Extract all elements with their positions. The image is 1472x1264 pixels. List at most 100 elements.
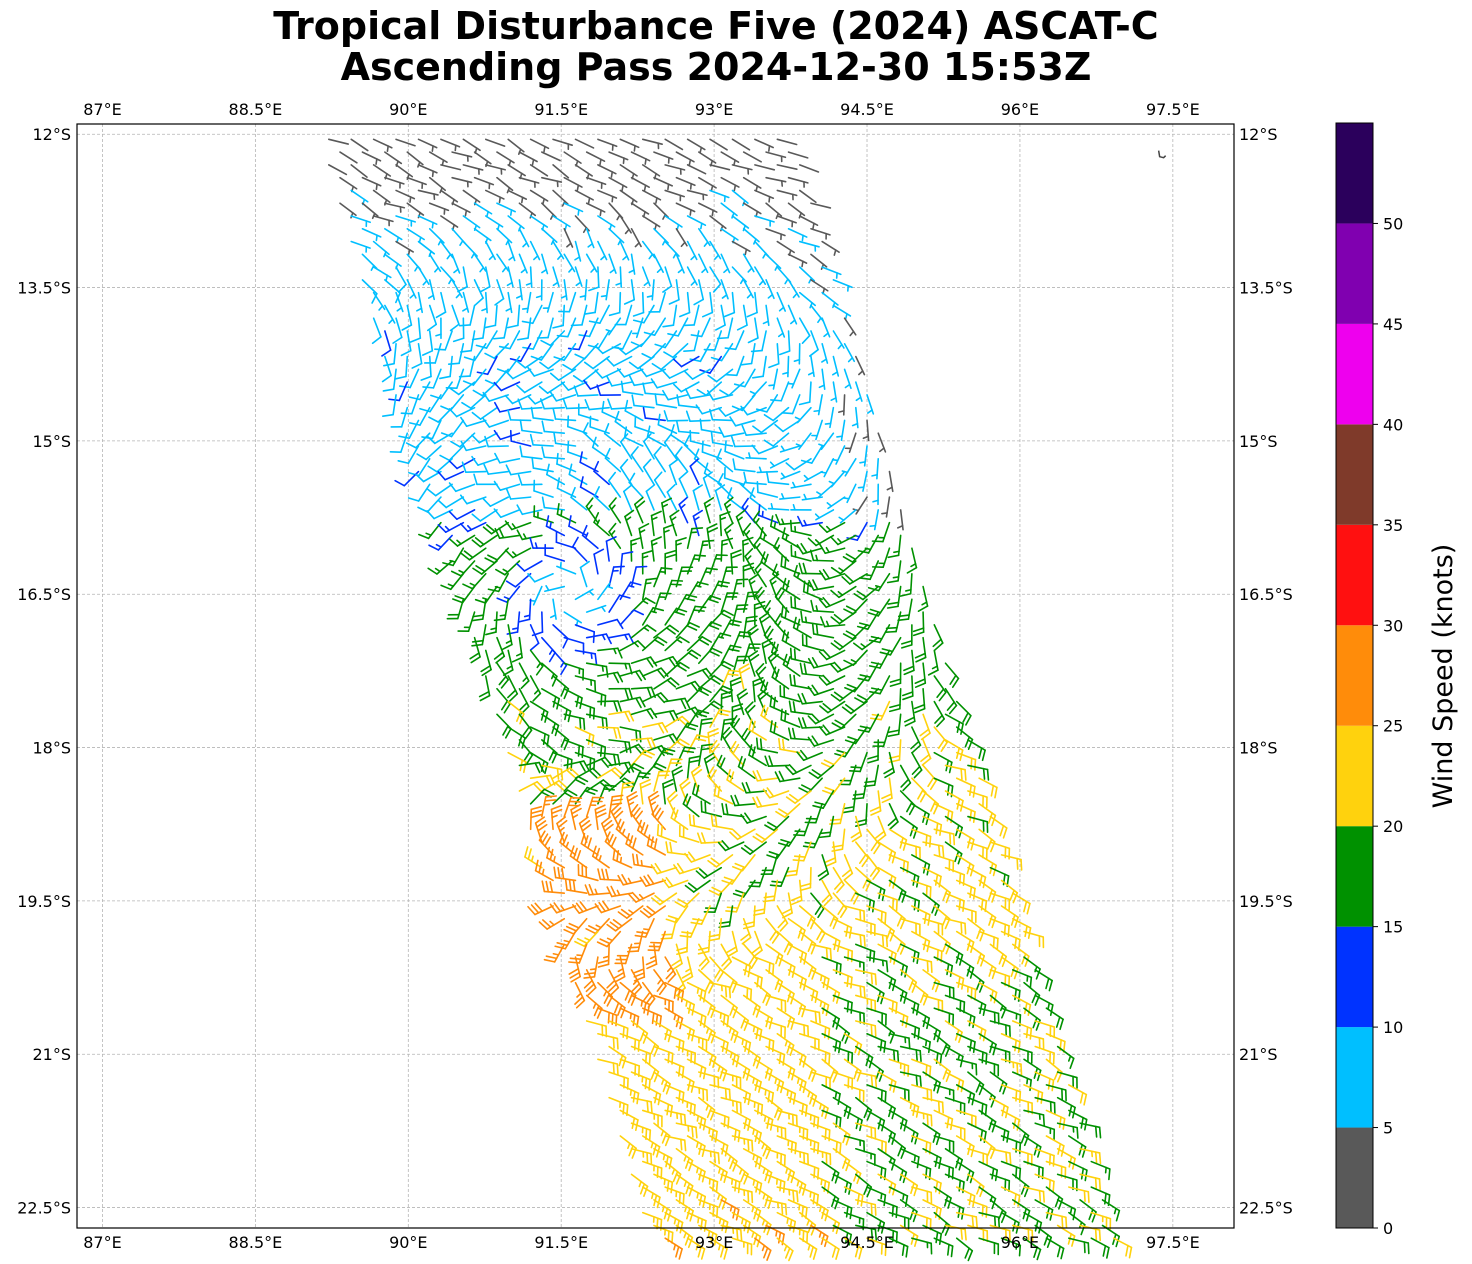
wind-barb <box>799 866 812 892</box>
wind-barb <box>533 479 554 498</box>
wind-barb <box>686 527 704 550</box>
wind-barb <box>594 804 607 831</box>
wind-barb <box>769 720 790 741</box>
wind-barb <box>416 445 442 461</box>
wind-barb <box>556 816 568 843</box>
wind-barb <box>666 484 678 511</box>
wind-barb <box>787 151 809 159</box>
wind-barb <box>676 394 700 409</box>
wind-barb <box>776 1032 795 1056</box>
wind-barb <box>533 505 554 524</box>
wind-barb <box>781 527 801 550</box>
wind-barb <box>751 930 763 958</box>
wind-barb <box>698 176 717 192</box>
wind-barb <box>350 138 369 152</box>
wind-barb <box>630 151 651 165</box>
wind-barb <box>765 969 783 993</box>
wind-barb <box>631 394 655 409</box>
wind-barb <box>570 803 582 831</box>
wind-barb <box>417 164 438 178</box>
wind-barb <box>855 1071 878 1088</box>
wind-barb <box>719 511 731 537</box>
wind-barb <box>752 355 767 379</box>
wind-barb <box>720 566 738 588</box>
wind-barb <box>767 502 790 511</box>
wind-barb <box>583 969 597 996</box>
wind-barb <box>479 266 491 293</box>
wind-barb <box>427 279 436 301</box>
wind-barb <box>656 823 678 843</box>
wind-barb <box>494 452 521 464</box>
wind-barb <box>843 1007 866 1025</box>
wind-barb <box>1045 1186 1064 1210</box>
wind-barb <box>473 253 487 273</box>
wind-barb <box>686 686 712 703</box>
wind-barb <box>381 355 392 383</box>
wind-barb <box>762 304 770 327</box>
wind-barb <box>855 1122 877 1140</box>
wind-barb <box>585 1020 608 1038</box>
wind-barb <box>720 537 734 562</box>
wind-barb <box>505 572 532 588</box>
wind-barb <box>541 496 566 511</box>
wind-barb <box>564 878 588 895</box>
wind-barb <box>843 981 866 999</box>
wind-barb <box>597 647 623 659</box>
wind-barb <box>698 943 710 971</box>
wind-barb <box>821 1084 841 1105</box>
wind-barb <box>698 1020 716 1044</box>
wind-barb <box>574 189 594 204</box>
wind-barb <box>675 722 699 741</box>
wind-barb <box>664 549 677 575</box>
wind-barb <box>749 487 767 511</box>
wind-barb <box>866 1007 887 1026</box>
wind-barb <box>563 176 583 192</box>
wind-barb <box>608 497 622 524</box>
wind-barb <box>899 1173 919 1197</box>
wind-barb <box>623 279 636 305</box>
wind-barb <box>765 176 787 187</box>
wind-barb <box>818 649 846 661</box>
wind-barb <box>763 406 790 422</box>
wind-barb <box>1023 1109 1045 1127</box>
wind-barb <box>742 1122 762 1145</box>
wind-barb <box>675 621 700 639</box>
wind-barb <box>673 862 700 875</box>
wind-barb <box>877 943 897 965</box>
wind-barb <box>630 994 651 1016</box>
wind-barb <box>435 291 447 319</box>
colorbar-bin <box>1336 123 1373 224</box>
wind-barb <box>978 879 997 903</box>
wind-barb <box>591 845 610 869</box>
wind-barb <box>818 724 846 736</box>
wind-barb <box>785 457 812 471</box>
wind-barb <box>447 342 465 365</box>
wind-barb <box>661 497 673 524</box>
wind-barb <box>327 138 350 145</box>
wind-barb <box>605 536 617 562</box>
wind-barb <box>742 151 762 163</box>
wind-barb <box>779 330 791 356</box>
wind-barb <box>810 304 825 324</box>
wind-barb <box>534 859 554 882</box>
wind-barb <box>525 266 533 288</box>
wind-barb <box>718 426 745 438</box>
wind-barb <box>395 138 416 147</box>
wind-barb <box>428 151 448 167</box>
wind-barb <box>740 917 752 945</box>
wind-barb <box>841 572 868 585</box>
wind-barb <box>886 560 902 584</box>
wind-barb <box>631 317 644 339</box>
wind-barb <box>616 367 644 378</box>
wind-barb <box>675 227 688 248</box>
wind-barb <box>406 279 417 299</box>
wind-barb <box>706 523 719 550</box>
wind-barb <box>955 1032 976 1054</box>
wind-barb <box>889 662 902 687</box>
wind-barb <box>361 176 382 191</box>
wind-barb <box>527 394 554 405</box>
wind-barb <box>664 164 686 175</box>
wind-barb <box>552 164 570 179</box>
wind-barb <box>641 215 661 231</box>
wind-barb <box>720 690 733 716</box>
